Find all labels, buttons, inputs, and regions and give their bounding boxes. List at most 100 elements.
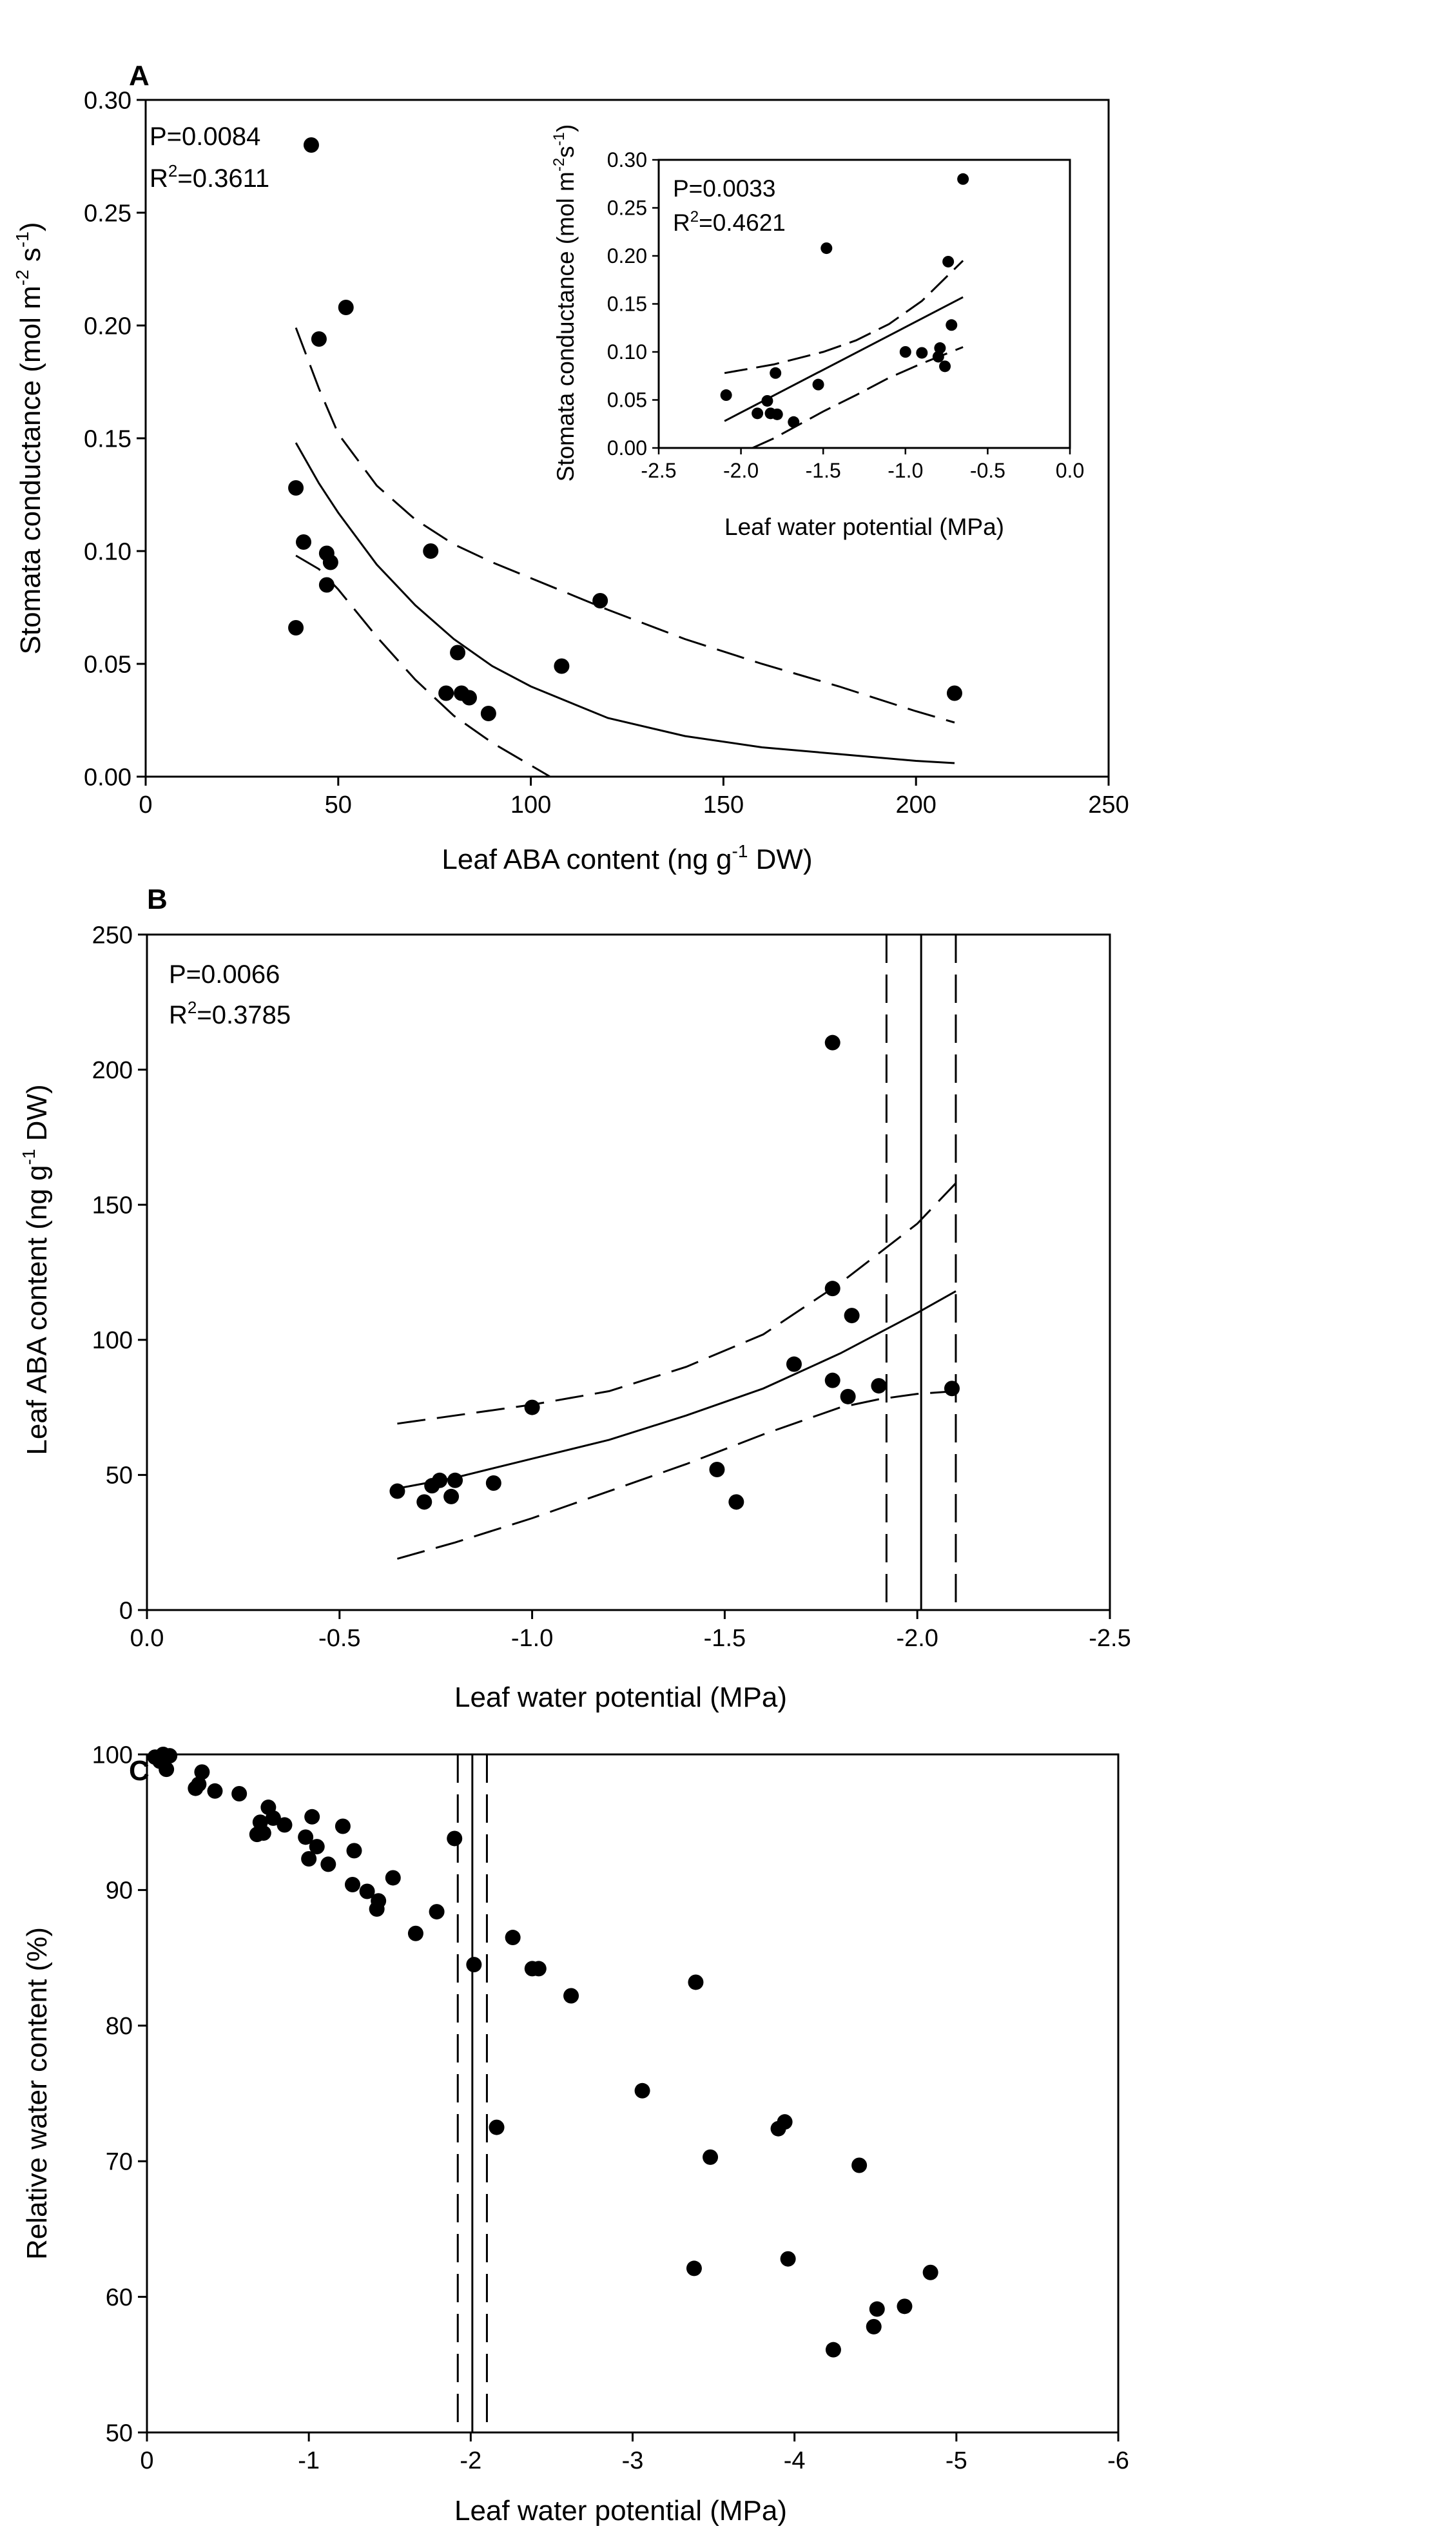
panel-a-letter: A [129, 60, 150, 92]
panel-c-data-point [530, 1961, 547, 1977]
inset-data-point [752, 407, 764, 420]
panel-c-data-point [359, 1883, 375, 1899]
panel-c-data-point [777, 2114, 793, 2130]
inset-x-axis-label: Leaf water potential (MPa) [724, 514, 1004, 540]
panel-a-data-point [554, 658, 570, 674]
inset-y-tick-label: 0.25 [607, 197, 647, 220]
panel-b-letter: B [147, 884, 168, 915]
panel-c-data-point [194, 1764, 210, 1780]
panel-c-data-point [255, 1825, 271, 1841]
inset-y-axis-label: Stomata conductance (mol m-2s-1) [550, 124, 579, 482]
panel-c-plot-frame [146, 1753, 1120, 2434]
panel-a-x-tick-label: 50 [325, 791, 352, 819]
panel-c-data-point [298, 1829, 314, 1845]
panel-a-regression-line [295, 442, 955, 764]
inset-y-tick-label: 0.15 [607, 293, 647, 316]
panel-b-y-tick-label: 200 [92, 1057, 133, 1084]
panel-b-x-tick-label: -2.0 [896, 1625, 938, 1652]
inset-data-point [946, 319, 958, 331]
panel-c-y-tick-label: 80 [106, 2013, 133, 2040]
panel-c-data-point [825, 2342, 841, 2358]
inset-data-point [934, 342, 946, 354]
panel-c-x-tick-label: -2 [460, 2447, 481, 2474]
panel-b-data-point [709, 1462, 725, 1478]
panel-c-data-point [869, 2301, 885, 2317]
panel-c-data-point [686, 2260, 702, 2276]
panel-a-data-point [438, 685, 454, 701]
panel-a-p-value: P=0.0084 [150, 122, 260, 151]
panel-c-data-point [385, 1870, 401, 1886]
inset-data-point [932, 351, 944, 363]
panel-b-p-value: P=0.0066 [169, 960, 280, 989]
panel-b-data-point [944, 1381, 960, 1397]
panel-b-data-point [416, 1494, 432, 1510]
panel-c-x-tick-label: -6 [1107, 2447, 1129, 2474]
inset-x-tick-label: -1.0 [888, 459, 923, 482]
inset-x-tick-label: -2.5 [641, 459, 676, 482]
panel-b-data-point [728, 1494, 744, 1510]
panel-b-r-squared: R2=0.3785 [169, 998, 291, 1029]
panel-c-x-tick-label: -5 [946, 2447, 967, 2474]
panel-b-ci-lower-line [396, 1390, 956, 1560]
panel-c-data-point [851, 2157, 868, 2173]
panel-b-y-tick-label: 0 [119, 1597, 133, 1624]
panel-a-x-tick-label: 200 [895, 791, 936, 819]
panel-b-data-point [786, 1356, 802, 1372]
panel-a-x-tick-label: 0 [139, 791, 152, 819]
panel-c-data-point [703, 2149, 719, 2165]
panel-b-data-point [824, 1034, 840, 1051]
inset-data-point [770, 367, 782, 379]
panel-c-y-tick-label: 90 [106, 1878, 133, 1905]
panel-b-x-tick-label: -1.0 [511, 1625, 553, 1652]
panel-a-data-point [450, 645, 466, 661]
panel-c-data-point [407, 1925, 423, 1941]
panel-c-data-point [866, 2318, 882, 2334]
panel-b-y-tick-label: 100 [92, 1327, 133, 1354]
panel-b-data-point [432, 1472, 448, 1488]
panel-c-y-tick-label: 50 [106, 2420, 133, 2447]
panel-c-data-point [191, 1776, 207, 1792]
inset-ci-upper-line [724, 260, 964, 374]
inset-r-squared: R2=0.4621 [673, 208, 786, 236]
panel-a-data-point [423, 543, 439, 559]
panel-c-data-point [346, 1843, 362, 1859]
panel-a-y-tick-label: 0.00 [84, 764, 131, 791]
inset-plot-frame [657, 159, 1071, 449]
inset-data-point [939, 360, 951, 373]
panel-a-r-squared: R2=0.3611 [150, 161, 269, 193]
panel-a-data-point [318, 577, 335, 593]
panel-b-x-axis-label: Leaf water potential (MPa) [454, 1682, 787, 1713]
panel-a: A P=0.0084 R2=0.3611 Leaf ABA content (n… [12, 60, 1129, 875]
inset-y-tick-label: 0.30 [607, 148, 647, 171]
panel-a-ci-upper-line [295, 327, 955, 724]
panel-c-data-point [301, 1851, 317, 1867]
panel-a-y-tick-label: 0.30 [84, 87, 131, 114]
panel-a-y-tick-label: 0.10 [84, 538, 131, 565]
panel-b-y-tick-label: 150 [92, 1192, 133, 1219]
panel-c-data-point [277, 1817, 293, 1833]
panel-c-x-tick-label: -3 [622, 2447, 644, 2474]
inset-data-point [812, 378, 824, 391]
inset-y-tick-label: 0.05 [607, 389, 647, 412]
panel-c-data-point [304, 1809, 320, 1825]
panel-a-ci-lower-line [295, 554, 551, 778]
panel-a-data-point [288, 620, 304, 636]
panel-b-y-axis-label: Leaf ABA content (ng g-1 DW) [19, 1084, 53, 1455]
panel-a-y-tick-label: 0.20 [84, 313, 131, 340]
panel-a-data-point [338, 300, 354, 315]
panel-c-data-point [466, 1957, 482, 1973]
panel-a-y-axis-label: Stomata conductance (mol m-2 s-1) [12, 222, 46, 655]
panel-a-x-axis-label: Leaf ABA content (ng g-1 DW) [442, 841, 812, 875]
panel-a-data-point [288, 480, 304, 496]
panel-b-data-point [824, 1281, 840, 1297]
inset-x-tick-label: -0.5 [970, 459, 1005, 482]
panel-c-data-point [563, 1988, 579, 2004]
inset-data-point [788, 416, 800, 428]
panel-a-y-tick-label: 0.05 [84, 651, 131, 678]
panel-b-x-tick-label: -2.5 [1089, 1625, 1131, 1652]
panel-c-x-axis-label: Leaf water potential (MPa) [454, 2495, 787, 2527]
inset-data-point [820, 242, 833, 255]
panel-c-data-point [922, 2264, 938, 2280]
panel-b-data-point [871, 1378, 887, 1394]
panel-a-data-point [461, 690, 477, 706]
